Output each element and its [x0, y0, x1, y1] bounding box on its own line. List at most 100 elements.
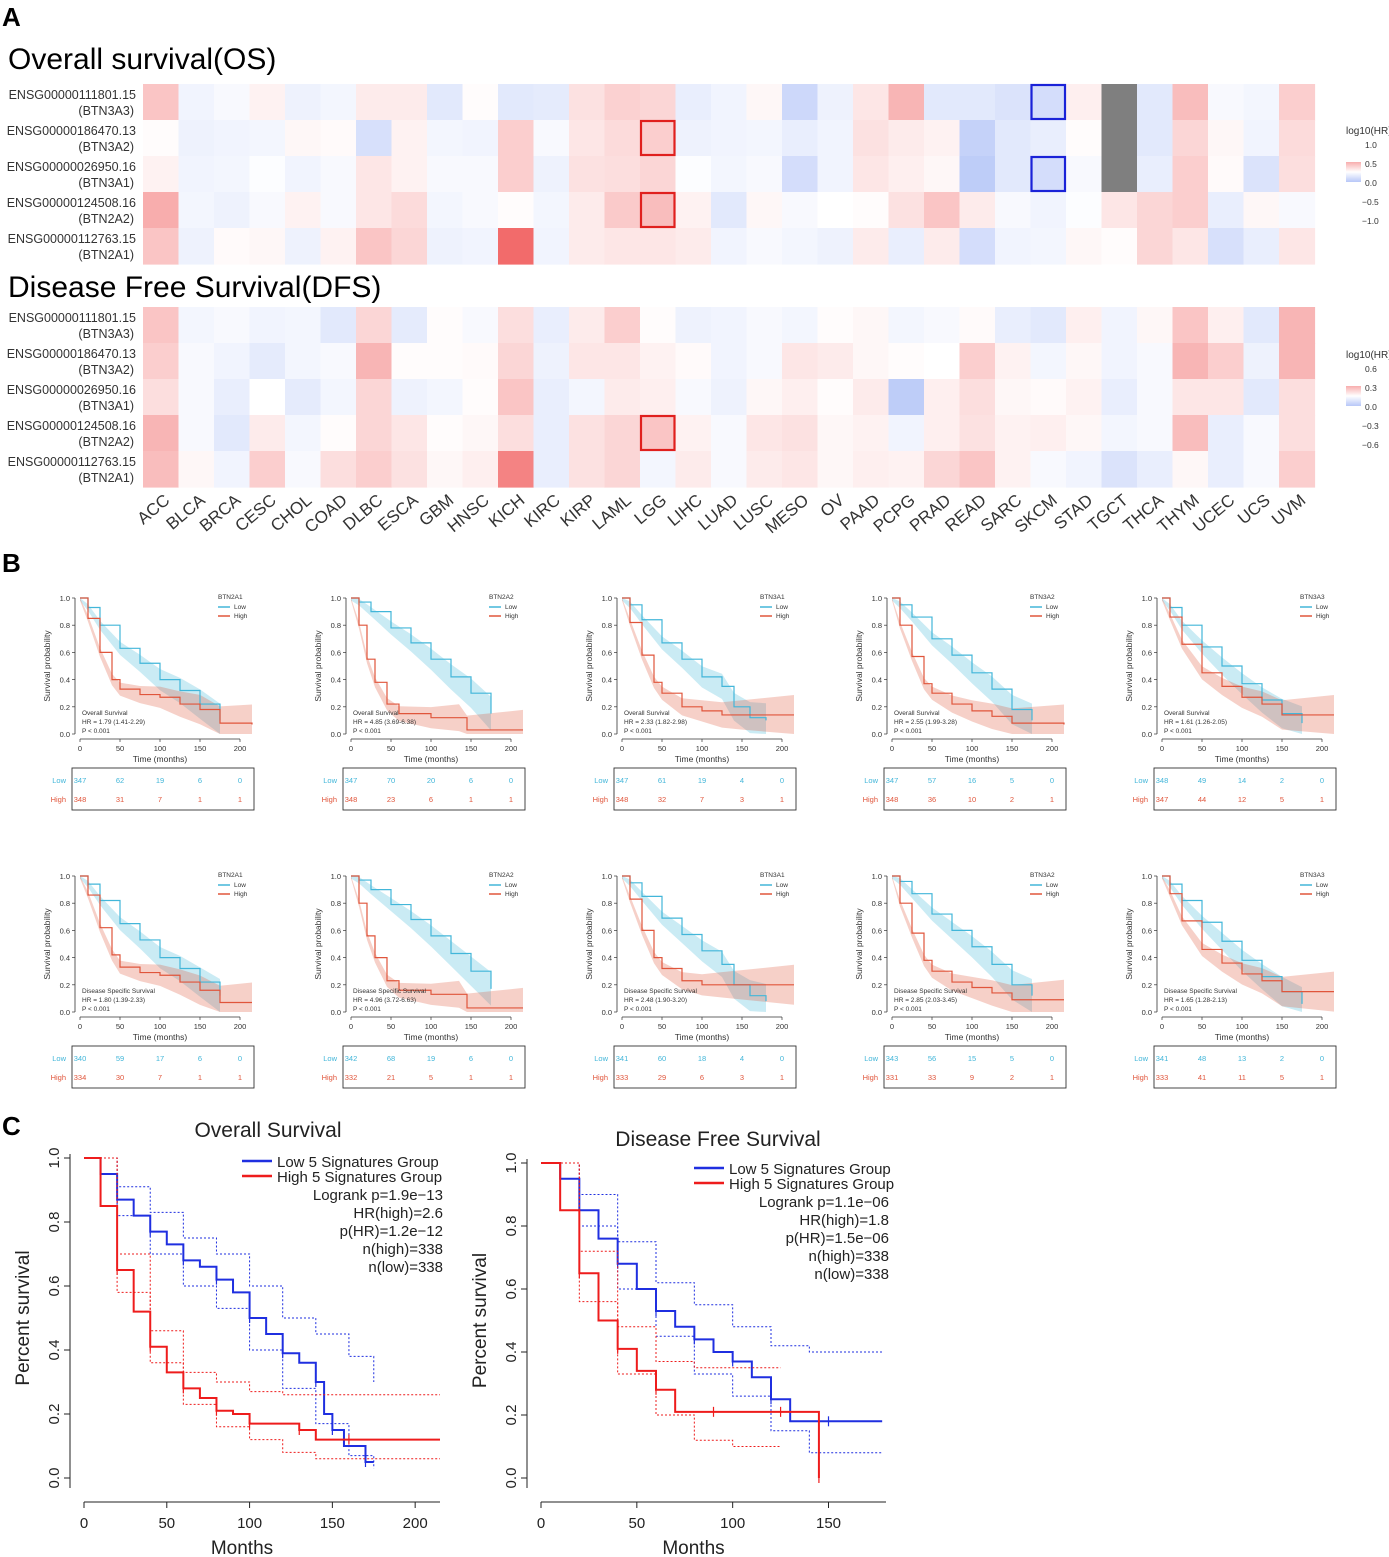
km-gene-label: BTN2A1: [218, 594, 243, 601]
os-cell: [640, 192, 677, 229]
os-cell: [995, 84, 1032, 121]
dfs-cell: [569, 451, 606, 488]
dfs-row-label-gene: (BTN2A2): [78, 435, 134, 449]
km-risk-low-count: 347: [74, 776, 87, 785]
km-risk-row-label-high: High: [1133, 1073, 1148, 1082]
dfs-cell: [498, 451, 535, 488]
km-x-tick-label: 200: [1316, 1022, 1329, 1031]
os-cell: [285, 156, 322, 193]
km-x-tick-label: 200: [234, 744, 247, 753]
km-risk-high-count: 1: [1320, 1073, 1324, 1082]
km-risk-high-count: 12: [1238, 795, 1246, 804]
km-high-curve: [892, 597, 1065, 725]
dfs-cell: [995, 451, 1032, 488]
km-survival-type: Overall Survival: [82, 710, 128, 717]
os-cell: [995, 120, 1032, 157]
os-cell: [1243, 156, 1280, 193]
cancer-type-label: HNSC: [444, 491, 493, 537]
os-cell: [853, 192, 890, 229]
os-cell: [853, 120, 890, 157]
dfs-cell: [285, 451, 322, 488]
dfs-cell: [214, 307, 251, 344]
os-cell: [1208, 192, 1245, 229]
os-legend-tick: −1.0: [1362, 216, 1379, 226]
os-row-label-id: ENSG00000112763.15: [8, 232, 136, 246]
km-x-tick-label: 50: [928, 744, 936, 753]
os-cell: [782, 228, 819, 265]
km-risk-low-count: 0: [780, 1054, 784, 1063]
os-cell: [1279, 156, 1316, 193]
os-cell: [1243, 228, 1280, 265]
dfs-cell: [746, 343, 783, 380]
dfs-cell: [178, 307, 215, 344]
dfs-cell: [356, 451, 393, 488]
dfs-cell: [178, 343, 215, 380]
gepia-legend-low-label: Low 5 Signatures Group: [729, 1161, 891, 1178]
km-x-axis-label: Time (months): [1215, 754, 1270, 764]
km-y-tick-label: 1.0: [872, 594, 882, 603]
os-cell: [1137, 228, 1174, 265]
dfs-cell: [1137, 343, 1174, 380]
km-y-tick-label: 0.0: [872, 1008, 882, 1017]
km-x-tick-label: 0: [1160, 744, 1164, 753]
km-y-tick-label: 0.8: [1142, 899, 1152, 908]
km-survival-type: Disease Specific Survival: [82, 988, 156, 995]
km-x-tick-label: 0: [620, 1022, 624, 1031]
os-cell: [356, 84, 393, 121]
dfs-cell: [1279, 379, 1316, 416]
dfs-cell: [817, 307, 854, 344]
gepia-x-tick-label: 200: [403, 1515, 428, 1532]
dfs-cell: [817, 451, 854, 488]
dfs-cell: [178, 415, 215, 452]
dfs-cell: [1030, 307, 1067, 344]
os-legend-tick: 0.5: [1365, 159, 1377, 169]
km-x-tick-label: 100: [696, 1022, 709, 1031]
dfs-row-label-id: ENSG00000112763.15: [8, 455, 136, 469]
dfs-cell: [782, 415, 819, 452]
km-risk-low-count: 347: [345, 776, 358, 785]
os-cell: [391, 84, 428, 121]
os-cell: [924, 120, 961, 157]
dfs-cell: [924, 307, 961, 344]
km-y-tick-label: 0.8: [331, 899, 341, 908]
dfs-cell: [391, 307, 428, 344]
os-cell: [214, 192, 251, 229]
os-cell: [285, 192, 322, 229]
os-cell: [888, 192, 925, 229]
dfs-cell: [888, 343, 925, 380]
cancer-type-label: LGG: [631, 491, 671, 529]
dfs-cell: [533, 343, 570, 380]
dfs-row-label-id: ENSG00000111801.15: [9, 311, 136, 325]
km-risk-low-count: 0: [1050, 776, 1054, 785]
dfs-legend-tick: 0.6: [1365, 364, 1377, 374]
os-cell: [1279, 228, 1316, 265]
km-risk-low-count: 70: [387, 776, 395, 785]
dfs-cell: [817, 415, 854, 452]
os-cell: [959, 84, 996, 121]
km-x-tick-label: 150: [465, 744, 478, 753]
km-risk-high-count: 10: [968, 795, 976, 804]
os-cell: [1243, 192, 1280, 229]
km-x-tick-label: 150: [1006, 1022, 1019, 1031]
km-x-tick-label: 0: [349, 744, 353, 753]
km-risk-low-count: 62: [116, 776, 124, 785]
km-risk-table: [71, 1045, 255, 1089]
os-cell: [640, 156, 677, 193]
km-risk-high-count: 348: [886, 795, 899, 804]
km-risk-row-label-high: High: [1133, 795, 1148, 804]
km-risk-high-count: 1: [469, 1073, 473, 1082]
gepia-ci-lower: [541, 1162, 781, 1447]
km-y-tick-label: 0.4: [60, 676, 70, 685]
gepia-stat-line: p(HR)=1.5e−06: [786, 1230, 889, 1247]
km-risk-high-count: 5: [429, 1073, 433, 1082]
dfs-cell: [746, 379, 783, 416]
km-y-tick-label: 0.8: [872, 621, 882, 630]
os-cell: [817, 120, 854, 157]
km-risk-high-count: 1: [780, 1073, 784, 1082]
km-risk-low-count: 341: [1156, 1054, 1169, 1063]
os-cell: [462, 156, 499, 193]
cancer-type-label: LAML: [589, 491, 635, 534]
km-x-tick-label: 200: [776, 1022, 789, 1031]
dfs-cell: [995, 307, 1032, 344]
dfs-cell: [462, 415, 499, 452]
